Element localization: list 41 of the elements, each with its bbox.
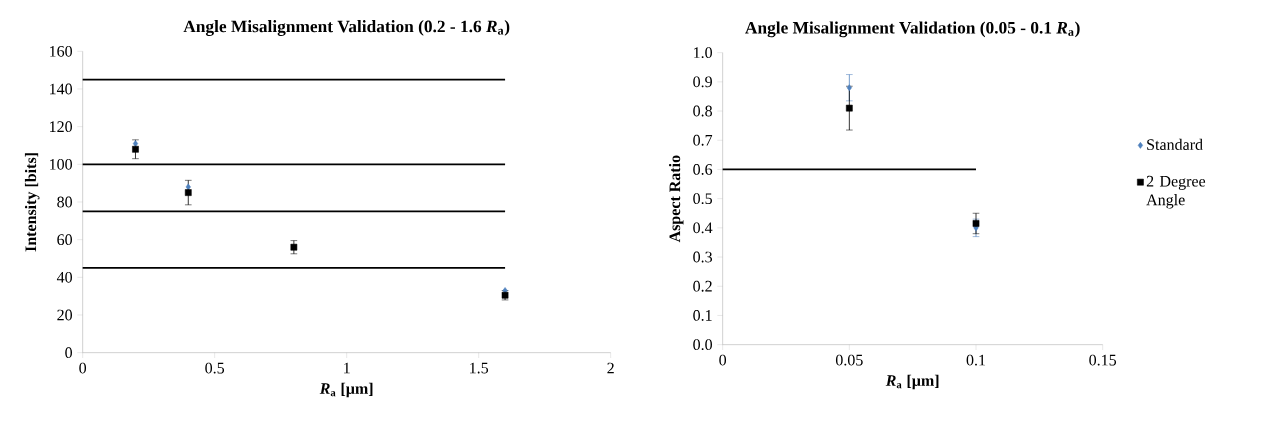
y-tick-label: 0.7 xyxy=(693,134,713,146)
x-tick-label: 0.15 xyxy=(1089,354,1117,366)
x-tick-label: 0.1 xyxy=(966,354,986,366)
chart-title: Angle Misalignment Validation (0.05 - 0.1 R$_{a}$) xyxy=(745,21,1080,38)
y-tick-label: 0.6 xyxy=(693,164,713,176)
point xyxy=(846,84,852,92)
y-tick-label: 1.0 xyxy=(694,47,713,59)
point xyxy=(184,189,192,197)
y-tick-label: 0.2 xyxy=(693,280,712,292)
y-tick-label: 160 xyxy=(50,46,73,57)
y-tick-label: 0.3 xyxy=(693,251,713,263)
x-tick-label: 0 xyxy=(79,362,87,374)
x-axis-title: R$_{a}$ [µm] xyxy=(319,382,373,398)
y-axis-title: Intensity [bits] xyxy=(24,153,40,252)
legend-label: 2 Degree Angle xyxy=(1146,176,1206,209)
legend-label: Standard xyxy=(1147,138,1203,151)
x-tick-label: 0 xyxy=(719,354,727,366)
y-tick-label: 80 xyxy=(57,196,73,208)
y-axis-title: Aspect Ratio xyxy=(668,155,684,243)
y-tick-label: 100 xyxy=(50,159,73,170)
y-tick-label: 140 xyxy=(50,83,73,95)
y-tick-label: 0.9 xyxy=(693,76,712,88)
x-axis-title: R$_{a}$ [µm] xyxy=(885,374,939,390)
y-tick-label: 0.4 xyxy=(693,222,713,234)
x-tick-label: 1.5 xyxy=(470,362,489,374)
y-tick-label: 0.0 xyxy=(693,339,713,351)
y-tick-label: 60 xyxy=(57,234,73,246)
point xyxy=(290,244,298,251)
point xyxy=(132,146,139,153)
point xyxy=(846,104,853,112)
x-tick-label: 1 xyxy=(344,362,350,374)
y-tick-label: 0.5 xyxy=(693,193,713,205)
x-tick-label: 0.5 xyxy=(205,362,225,374)
y-tick-label: 0.8 xyxy=(693,105,713,117)
y-tick-label: 20 xyxy=(57,309,73,321)
x-tick-label: 2 xyxy=(607,362,614,374)
y-tick-label: 120 xyxy=(50,121,73,133)
chart-title: Angle Misalignment Validation (0.2 - 1.6 R$_{a}$) xyxy=(183,20,510,37)
y-tick-label: 40 xyxy=(56,272,73,283)
y-tick-label: 0.1 xyxy=(693,310,712,322)
x-tick-label: 0.05 xyxy=(835,354,863,366)
